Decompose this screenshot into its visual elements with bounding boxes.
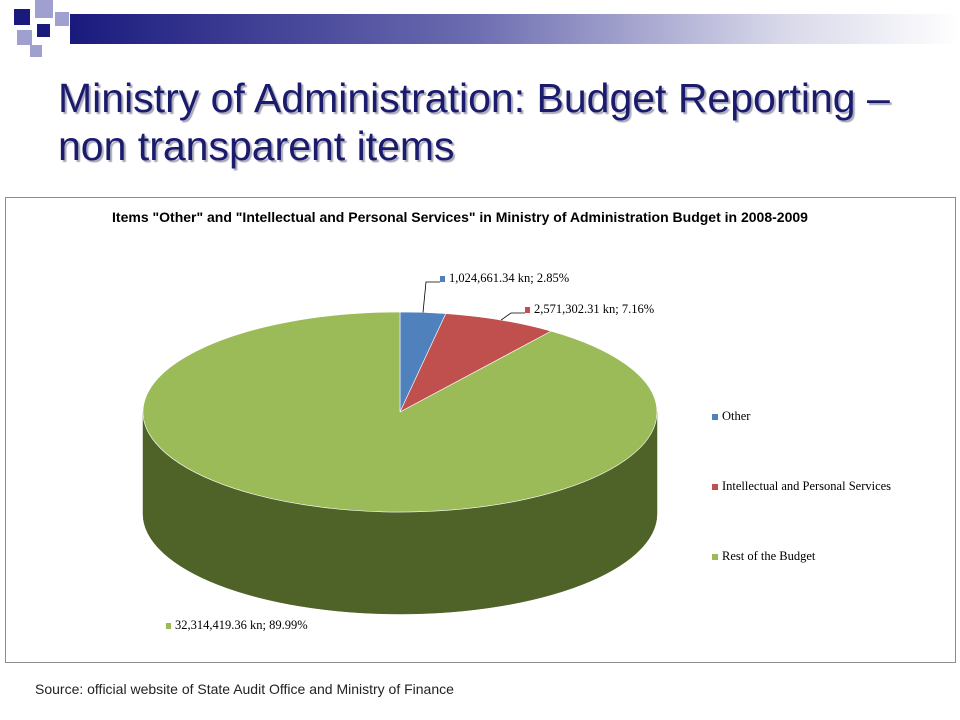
pie-slice-1 xyxy=(399,313,553,413)
chart-frame: Items "Other" and "Intellectual and Pers… xyxy=(5,197,956,663)
legend-item-2: Rest of the Budget xyxy=(722,549,816,563)
legend-swatch-0 xyxy=(712,414,718,420)
source-note: Source: official website of State Audit … xyxy=(35,681,454,697)
leader-line-0 xyxy=(422,281,440,313)
pie-chart: Items "Other" and "Intellectual and Pers… xyxy=(112,209,891,632)
header-square-4 xyxy=(17,30,32,45)
data-label-0: 1,024,661.34 kn; 2.85% xyxy=(449,271,569,285)
header-square-2 xyxy=(35,0,53,18)
chart-title: Items "Other" and "Intellectual and Pers… xyxy=(112,209,808,225)
data-label-key-2 xyxy=(166,623,171,629)
legend-swatch-2 xyxy=(712,554,718,560)
header-square-5 xyxy=(37,24,50,37)
slide-title: Ministry of Administration: Budget Repor… xyxy=(58,75,890,169)
header-square-1 xyxy=(14,9,30,25)
data-label-1: 2,571,302.31 kn; 7.16% xyxy=(534,302,654,316)
data-label-key-1 xyxy=(525,307,530,313)
header-square-3 xyxy=(55,12,69,26)
legend-swatch-1 xyxy=(712,484,718,490)
pie-slice-2 xyxy=(142,311,658,513)
legend-item-0: Other xyxy=(722,409,751,423)
data-label-2: 32,314,419.36 kn; 89.99% xyxy=(175,618,308,632)
header-square-6 xyxy=(30,45,42,57)
legend-item-1: Intellectual and Personal Services xyxy=(722,479,891,493)
data-label-key-0 xyxy=(440,276,445,282)
leader-line-1 xyxy=(500,312,525,321)
header-gradient-bar xyxy=(70,14,960,44)
